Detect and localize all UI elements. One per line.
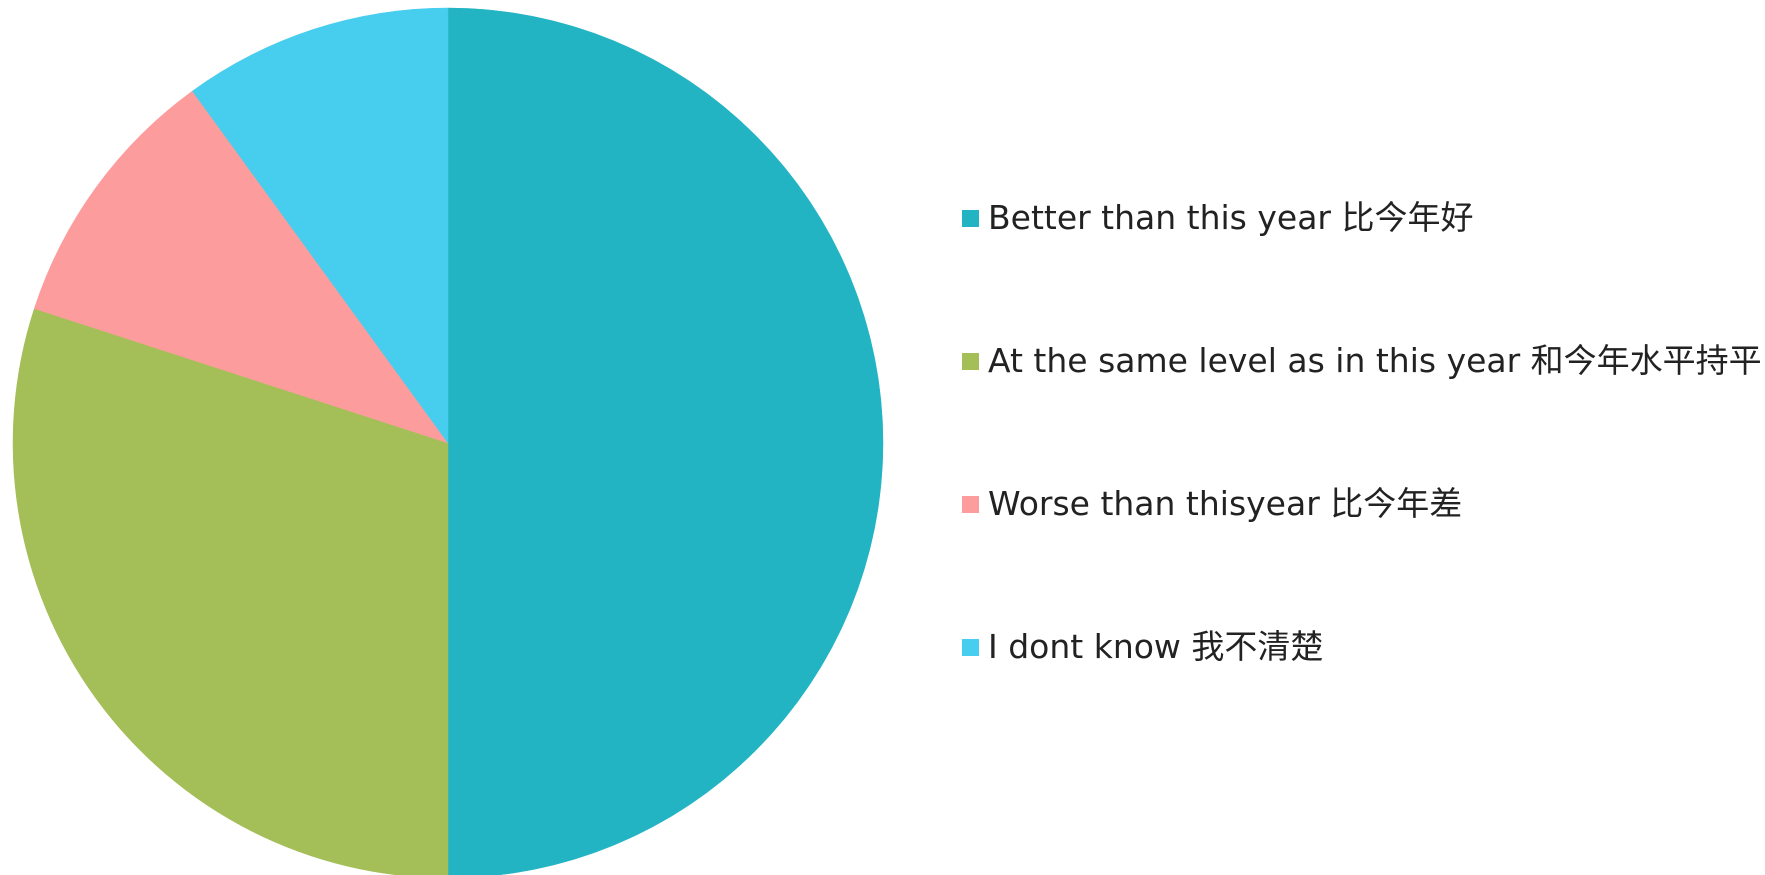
legend-swatch-better [962,209,979,227]
legend-label-same: At the same level as in this year 和今年水平持… [988,341,1762,380]
legend-label-worse: Worse than thisyear 比今年差 [988,484,1463,523]
legend-item-dont-know: I dont know 我不清楚 [962,629,1752,665]
pie-slice-better [447,7,884,875]
legend-swatch-worse [962,495,979,513]
pie-slice-dont-know [191,7,449,444]
legend: Better than this year 比今年好 At the same l… [962,200,1762,665]
legend-label-better: Better than this year 比今年好 [988,198,1474,237]
pie-slice-worse [33,90,449,444]
legend-item-worse: Worse than thisyear 比今年差 [962,486,1752,522]
legend-swatch-dont-know [962,638,979,656]
legend-item-better: Better than this year 比今年好 [962,200,1752,236]
legend-swatch-same [962,352,979,370]
legend-item-same: At the same level as in this year 和今年水平持… [962,343,1762,379]
pie-slice-same [12,308,449,875]
legend-label-dont-know: I dont know 我不清楚 [988,627,1324,666]
